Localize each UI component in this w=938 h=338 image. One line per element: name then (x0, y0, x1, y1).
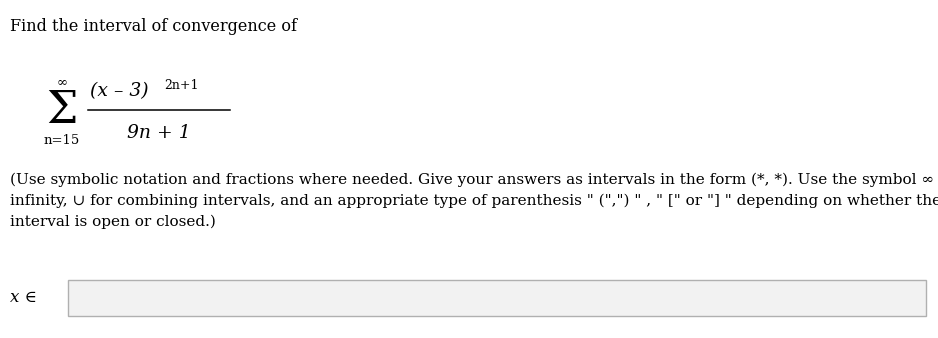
Text: Σ: Σ (46, 89, 78, 131)
Text: (x – 3): (x – 3) (90, 82, 148, 100)
Text: n=15: n=15 (44, 134, 80, 146)
Text: 9n + 1: 9n + 1 (128, 124, 190, 142)
Text: ∞: ∞ (56, 75, 68, 89)
Text: 2n+1: 2n+1 (164, 79, 199, 92)
Text: x ∈: x ∈ (10, 290, 37, 307)
Text: interval is open or closed.): interval is open or closed.) (10, 215, 216, 230)
Text: Find the interval of convergence of: Find the interval of convergence of (10, 18, 297, 35)
Text: infinity, ∪ for combining intervals, and an appropriate type of parenthesis " (": infinity, ∪ for combining intervals, and… (10, 194, 938, 209)
Text: (Use symbolic notation and fractions where needed. Give your answers as interval: (Use symbolic notation and fractions whe… (10, 173, 938, 187)
FancyBboxPatch shape (68, 280, 926, 316)
